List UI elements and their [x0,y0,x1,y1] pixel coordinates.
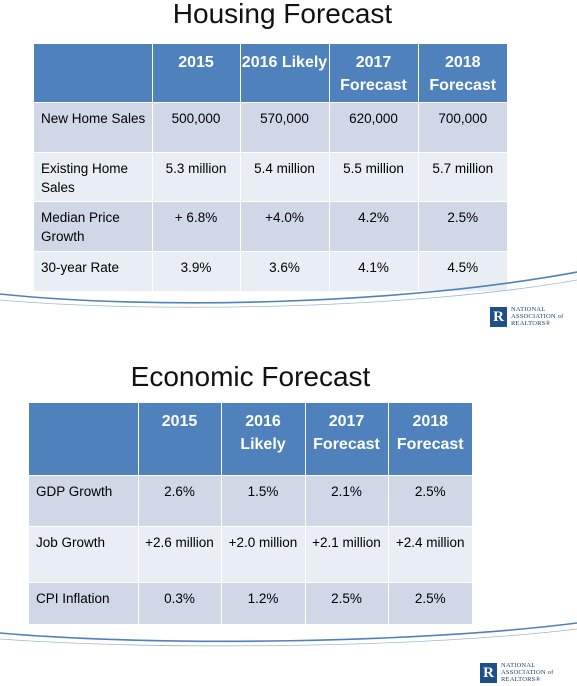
cell-value: 3.6% [240,250,330,291]
realtors-logo: R NATIONAL ASSOCIATION of REALTORS® [480,662,553,683]
cell-value: +4.0% [240,200,330,251]
logo-text: NATIONAL ASSOCIATION of REALTORS® [501,662,554,683]
cell-value: 1.5% [221,474,306,526]
cell-value: 2.5% [388,474,472,526]
row-label: CPI Inflation [29,581,139,624]
row-label: GDP Growth [29,474,139,526]
table-row: Median Price Growth + 6.8% +4.0% 4.2% 2.… [34,200,507,251]
row-label: Median Price Growth [34,200,153,251]
header-corner-cell [34,44,153,102]
table-row: GDP Growth 2.6% 1.5% 2.1% 2.5% [29,474,472,526]
economic-forecast-table: 2015 2016 Likely 2017 Forecast 2018 Fore… [29,403,472,624]
table-row: Existing Home Sales 5.3 million 5.4 mill… [34,151,507,201]
economic-forecast-slide: Economic Forecast 2015 2016 Likely 2017 … [0,343,577,686]
table-row: 30-year Rate 3.9% 3.6% 4.1% 4.5% [34,250,507,291]
table-row: New Home Sales 500,000 570,000 620,000 7… [34,101,507,152]
cell-value: 5.3 million [152,151,241,201]
realtor-r-icon: R [490,306,507,327]
cell-value: 2.6% [138,474,222,526]
cell-value: +2.4 million [388,525,472,582]
cell-value: 2.1% [305,474,389,526]
realtor-r-icon: R [480,662,497,683]
cell-value: 5.7 million [418,151,507,201]
cell-value: 4.5% [418,250,507,291]
economic-forecast-title: Economic Forecast [130,361,371,392]
header-2016: 2016 Likely [240,44,330,102]
cell-value: 2.5% [418,200,507,251]
cell-value: + 6.8% [152,200,241,251]
row-label: New Home Sales [34,101,153,152]
header-2015: 2015 [138,403,222,475]
table-row: Job Growth +2.6 million +2.0 million +2.… [29,525,472,582]
cell-value: 4.2% [329,200,419,251]
cell-value: 5.4 million [240,151,330,201]
cell-value: +2.6 million [138,525,222,582]
housing-forecast-slide: Housing Forecast 2015 2016 Likely 2017 F… [0,0,577,327]
cell-value: 620,000 [329,101,419,152]
header-2017: 2017 Forecast [329,44,419,102]
row-label: 30-year Rate [34,250,153,291]
table-row: CPI Inflation 0.3% 1.2% 2.5% 2.5% [29,581,472,624]
header-2016: 2016 Likely [221,403,306,475]
cell-value: 3.9% [152,250,241,291]
logo-text: NATIONAL ASSOCIATION of REALTORS® [511,306,564,327]
header-2015: 2015 [152,44,241,102]
row-label: Existing Home Sales [34,151,153,201]
cell-value: +2.1 million [305,525,389,582]
cell-value: 5.5 million [329,151,419,201]
cell-value: 500,000 [152,101,241,152]
cell-value: 4.1% [329,250,419,291]
housing-forecast-title: Housing Forecast [172,0,393,29]
row-label: Job Growth [29,525,139,582]
header-2018: 2018 Forecast [388,403,472,475]
cell-value: 2.5% [305,581,389,624]
cell-value: 570,000 [240,101,330,152]
realtors-logo: R NATIONAL ASSOCIATION of REALTORS® [490,306,563,327]
header-2018: 2018 Forecast [418,44,507,102]
cell-value: 2.5% [388,581,472,624]
header-corner-cell [29,403,139,475]
decorative-curve [0,622,577,647]
housing-forecast-table: 2015 2016 Likely 2017 Forecast 2018 Fore… [34,44,507,291]
cell-value: 0.3% [138,581,222,624]
cell-value: 700,000 [418,101,507,152]
decorative-curve [0,271,577,308]
cell-value: 1.2% [221,581,306,624]
cell-value: +2.0 million [221,525,306,582]
header-2017: 2017 Forecast [305,403,389,475]
